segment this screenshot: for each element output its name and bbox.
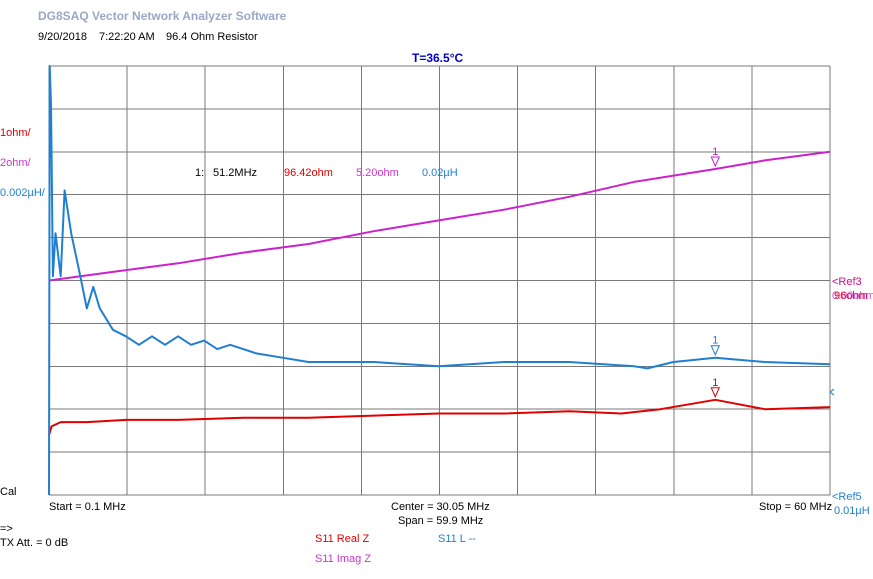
marker-1-triangle xyxy=(710,345,721,356)
marker-readout-imag-z: 5.20ohm xyxy=(356,167,399,179)
marker-readout-inductance: 0.02µH xyxy=(422,167,458,179)
marker-1-label: 1 xyxy=(712,335,718,347)
imag-z-scale-label: 2ohm/ xyxy=(0,157,31,169)
tx-attenuation: TX Att. = 0 dB xyxy=(0,537,69,549)
span-frequency: Span = 59.9 MHz xyxy=(398,515,484,527)
legend-s11-real-z[interactable]: S11 Real Z xyxy=(315,533,370,545)
marker-glyphs: 1 1 1 xyxy=(710,146,835,398)
measurement-time: 7:22:20 AM xyxy=(99,31,155,43)
ref3-label-imag: <Ref3 xyxy=(832,276,862,288)
plot-grid xyxy=(48,65,831,496)
cal-indicator[interactable]: Cal xyxy=(0,486,17,498)
plot-traces xyxy=(48,65,831,496)
ref3-value: 96ohm xyxy=(834,290,868,302)
imag-z-trace xyxy=(48,150,831,282)
ref5-label: <Ref5 xyxy=(832,491,862,503)
ref-arrow xyxy=(829,388,835,396)
marker-readout-index: 1: xyxy=(195,167,205,179)
marker-readout-frequency: 51.2MHz xyxy=(213,167,258,179)
status-arrow: => xyxy=(0,523,13,535)
real-z-trace xyxy=(48,398,831,436)
window-title: DG8SAQ Vector Network Analyzer Software xyxy=(38,9,287,23)
inductance-scale-label: 0.002µH/ xyxy=(0,187,45,199)
center-frequency: Center = 30.05 MHz xyxy=(391,501,490,513)
marker-readout-real-z: 96.42ohm xyxy=(284,167,333,179)
start-frequency: Start = 0.1 MHz xyxy=(49,501,126,513)
stop-frequency: Stop = 60 MHz xyxy=(759,501,833,513)
legend-s11-imag-z[interactable]: S11 Imag Z xyxy=(315,553,372,565)
ref-imag-value: 0.00ohm xyxy=(832,290,873,302)
legend-s11-l[interactable]: S11 L -- xyxy=(438,533,476,545)
temperature-readout: T=36.5°C xyxy=(412,51,464,65)
marker-1-label: 1 xyxy=(712,377,718,389)
real-z-scale-label: 1ohm/ xyxy=(0,127,31,139)
ref5-value: 0.01µH xyxy=(834,505,870,517)
marker-1-triangle xyxy=(710,156,721,168)
inductance-trace xyxy=(48,65,831,496)
measurement-description: 96.4 Ohm Resistor xyxy=(166,31,258,43)
marker-1-label: 1 xyxy=(712,146,718,158)
marker-1-triangle xyxy=(710,387,721,398)
measurement-date: 9/20/2018 xyxy=(38,31,87,43)
ref3-label-real: <Ref3 xyxy=(832,276,862,288)
